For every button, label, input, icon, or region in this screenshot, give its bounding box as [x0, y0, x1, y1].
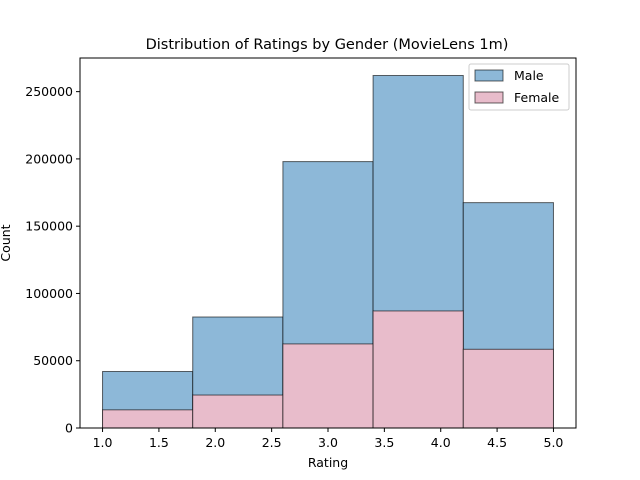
y-axis-ticks: 0 50000 100000 150000 200000 250000 [25, 84, 80, 436]
y-tick-label: 100000 [25, 286, 73, 301]
y-tick-label: 50000 [33, 353, 73, 368]
chart-title: Distribution of Ratings by Gender (Movie… [146, 37, 509, 53]
y-tick-label: 0 [65, 421, 73, 436]
legend: Male Female [468, 63, 570, 111]
legend-label-male: Male [514, 68, 544, 83]
y-tick-label: 200000 [25, 151, 73, 166]
y-tick-label: 250000 [25, 84, 73, 99]
legend-swatch-male [474, 69, 504, 82]
legend-swatch-female [474, 91, 504, 104]
bar-female-1 [102, 409, 194, 429]
y-tick-label: 150000 [25, 219, 73, 234]
x-tick-label: 4.5 [487, 435, 507, 450]
x-tick-label: 5.0 [544, 435, 564, 450]
bar-female-5 [462, 348, 554, 429]
legend-label-female: Female [514, 90, 560, 105]
bar-female-4 [372, 310, 464, 429]
x-tick-label: 2.5 [262, 435, 282, 450]
x-tick-label: 4.0 [431, 435, 451, 450]
x-axis-label: Rating [308, 455, 348, 470]
x-tick-label: 3.0 [318, 435, 338, 450]
x-tick-label: 3.5 [374, 435, 394, 450]
bar-female-3 [282, 343, 374, 429]
bar-female-2 [192, 394, 284, 429]
x-tick-label: 1.5 [149, 435, 169, 450]
bars-layer [102, 74, 554, 429]
x-tick-label: 1.0 [93, 435, 113, 450]
x-axis-ticks: 1.0 1.5 2.0 2.5 3.0 3.5 4.0 4.5 5.0 [93, 428, 564, 450]
y-axis-label: Count [0, 224, 13, 261]
x-tick-label: 2.0 [205, 435, 225, 450]
